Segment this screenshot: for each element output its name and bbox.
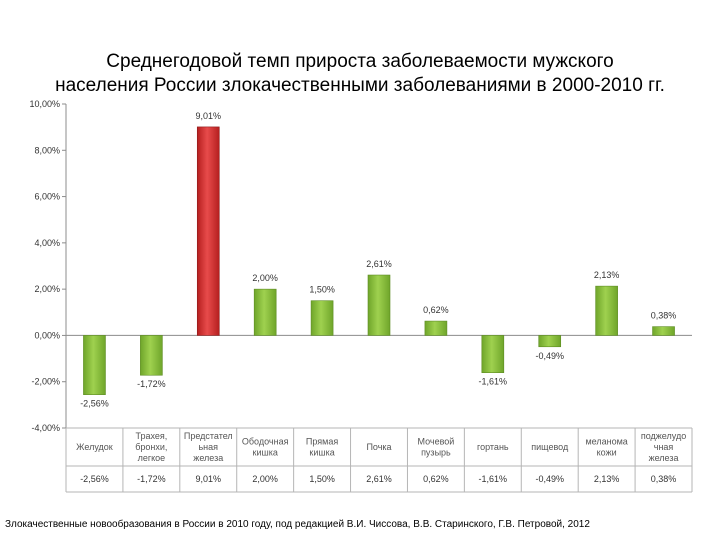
category-label: пузырь bbox=[421, 448, 451, 458]
data-label: 2,61% bbox=[366, 259, 392, 269]
bar bbox=[310, 300, 334, 336]
table-value-label: 9,01% bbox=[196, 474, 222, 484]
data-label: -2,56% bbox=[80, 399, 109, 409]
bar bbox=[538, 335, 562, 348]
category-label: легкое bbox=[138, 453, 166, 463]
table-value-label: 2,13% bbox=[594, 474, 620, 484]
data-label: 2,13% bbox=[594, 270, 620, 280]
chart-title-line-1: Среднегодовой темп прироста заболеваемос… bbox=[106, 51, 614, 72]
data-label: 0,62% bbox=[423, 305, 449, 315]
category-label: Трахея, bbox=[135, 431, 167, 441]
table-value-label: -0,49% bbox=[535, 474, 564, 484]
category-label: меланома bbox=[585, 437, 627, 447]
table-value-label: 0,38% bbox=[651, 474, 677, 484]
data-label: 9,01% bbox=[196, 111, 222, 121]
category-label: пищевод bbox=[531, 442, 569, 452]
table-value-label: 1,50% bbox=[309, 474, 335, 484]
category-label: Предстател bbox=[184, 431, 233, 441]
chart-title-line-2: населения России злокачественными заболе… bbox=[55, 75, 665, 96]
category-label: чная bbox=[654, 442, 674, 452]
bar bbox=[652, 326, 675, 336]
table-value-label: 2,61% bbox=[366, 474, 392, 484]
bar bbox=[140, 335, 163, 376]
data-label: -1,72% bbox=[137, 379, 166, 389]
category-label: Прямая bbox=[306, 437, 338, 447]
table-value-label: -1,61% bbox=[479, 474, 508, 484]
category-label: Желудок bbox=[76, 442, 113, 452]
category-label: железа bbox=[193, 453, 223, 463]
data-label: 0,38% bbox=[651, 311, 677, 321]
data-label: 2,00% bbox=[252, 273, 278, 283]
category-label: бронхи, bbox=[135, 442, 167, 452]
bar bbox=[196, 126, 220, 336]
chart-title: Среднегодовой темп прироста заболеваемос… bbox=[20, 50, 700, 98]
table-value-label: -1,72% bbox=[137, 474, 166, 484]
y-tick-label: 8,00% bbox=[34, 145, 60, 155]
bar bbox=[367, 274, 391, 336]
source-footnote: Злокачественные новообразования в России… bbox=[5, 519, 590, 530]
category-label: кожи bbox=[597, 448, 617, 458]
data-label: -1,61% bbox=[479, 377, 508, 387]
category-label: гортань bbox=[477, 442, 509, 452]
y-tick-label: 6,00% bbox=[34, 192, 60, 202]
bar bbox=[83, 335, 106, 395]
category-label: кишка bbox=[309, 448, 334, 458]
bar bbox=[481, 335, 505, 373]
category-label: Мочевой bbox=[417, 437, 454, 447]
y-tick-label: -4,00% bbox=[31, 423, 60, 433]
y-tick-label: 0,00% bbox=[34, 330, 60, 340]
table-value-label: -2,56% bbox=[80, 474, 109, 484]
y-tick-label: -2,00% bbox=[31, 377, 60, 387]
category-label: кишка bbox=[253, 448, 278, 458]
y-tick-label: 10,00% bbox=[29, 99, 60, 109]
table-value-label: 2,00% bbox=[252, 474, 278, 484]
table-value-label: 0,62% bbox=[423, 474, 449, 484]
category-label: Ободочная bbox=[242, 437, 289, 447]
category-label: ьная bbox=[198, 442, 218, 452]
category-label: поджелудо bbox=[641, 431, 686, 441]
data-label: 1,50% bbox=[309, 285, 335, 295]
bar bbox=[424, 320, 448, 336]
category-label: железа bbox=[649, 453, 679, 463]
category-label: Почка bbox=[366, 442, 391, 452]
y-tick-label: 4,00% bbox=[34, 238, 60, 248]
bar bbox=[595, 285, 618, 336]
data-label: -0,49% bbox=[535, 351, 564, 361]
y-tick-label: 2,00% bbox=[34, 284, 60, 294]
bar bbox=[253, 288, 277, 336]
